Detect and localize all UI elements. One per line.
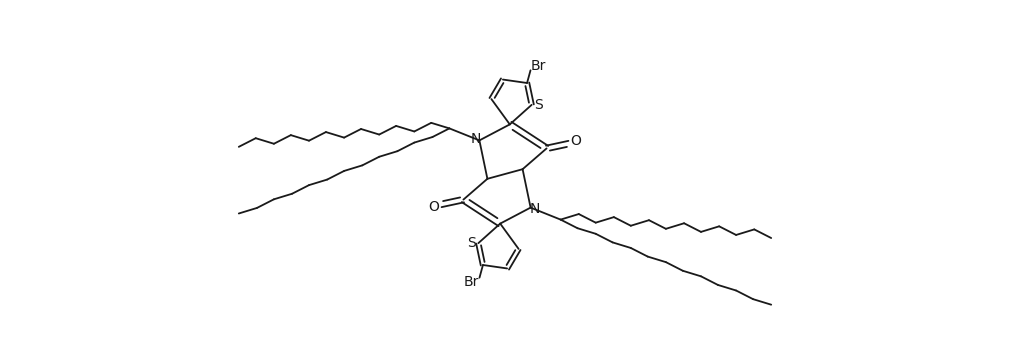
Text: S: S bbox=[467, 236, 475, 250]
Text: N: N bbox=[530, 202, 540, 215]
Text: O: O bbox=[570, 134, 581, 147]
Text: N: N bbox=[470, 133, 480, 146]
Text: Br: Br bbox=[464, 274, 479, 289]
Text: Br: Br bbox=[531, 59, 546, 73]
Text: S: S bbox=[535, 98, 543, 112]
Text: O: O bbox=[429, 201, 440, 214]
